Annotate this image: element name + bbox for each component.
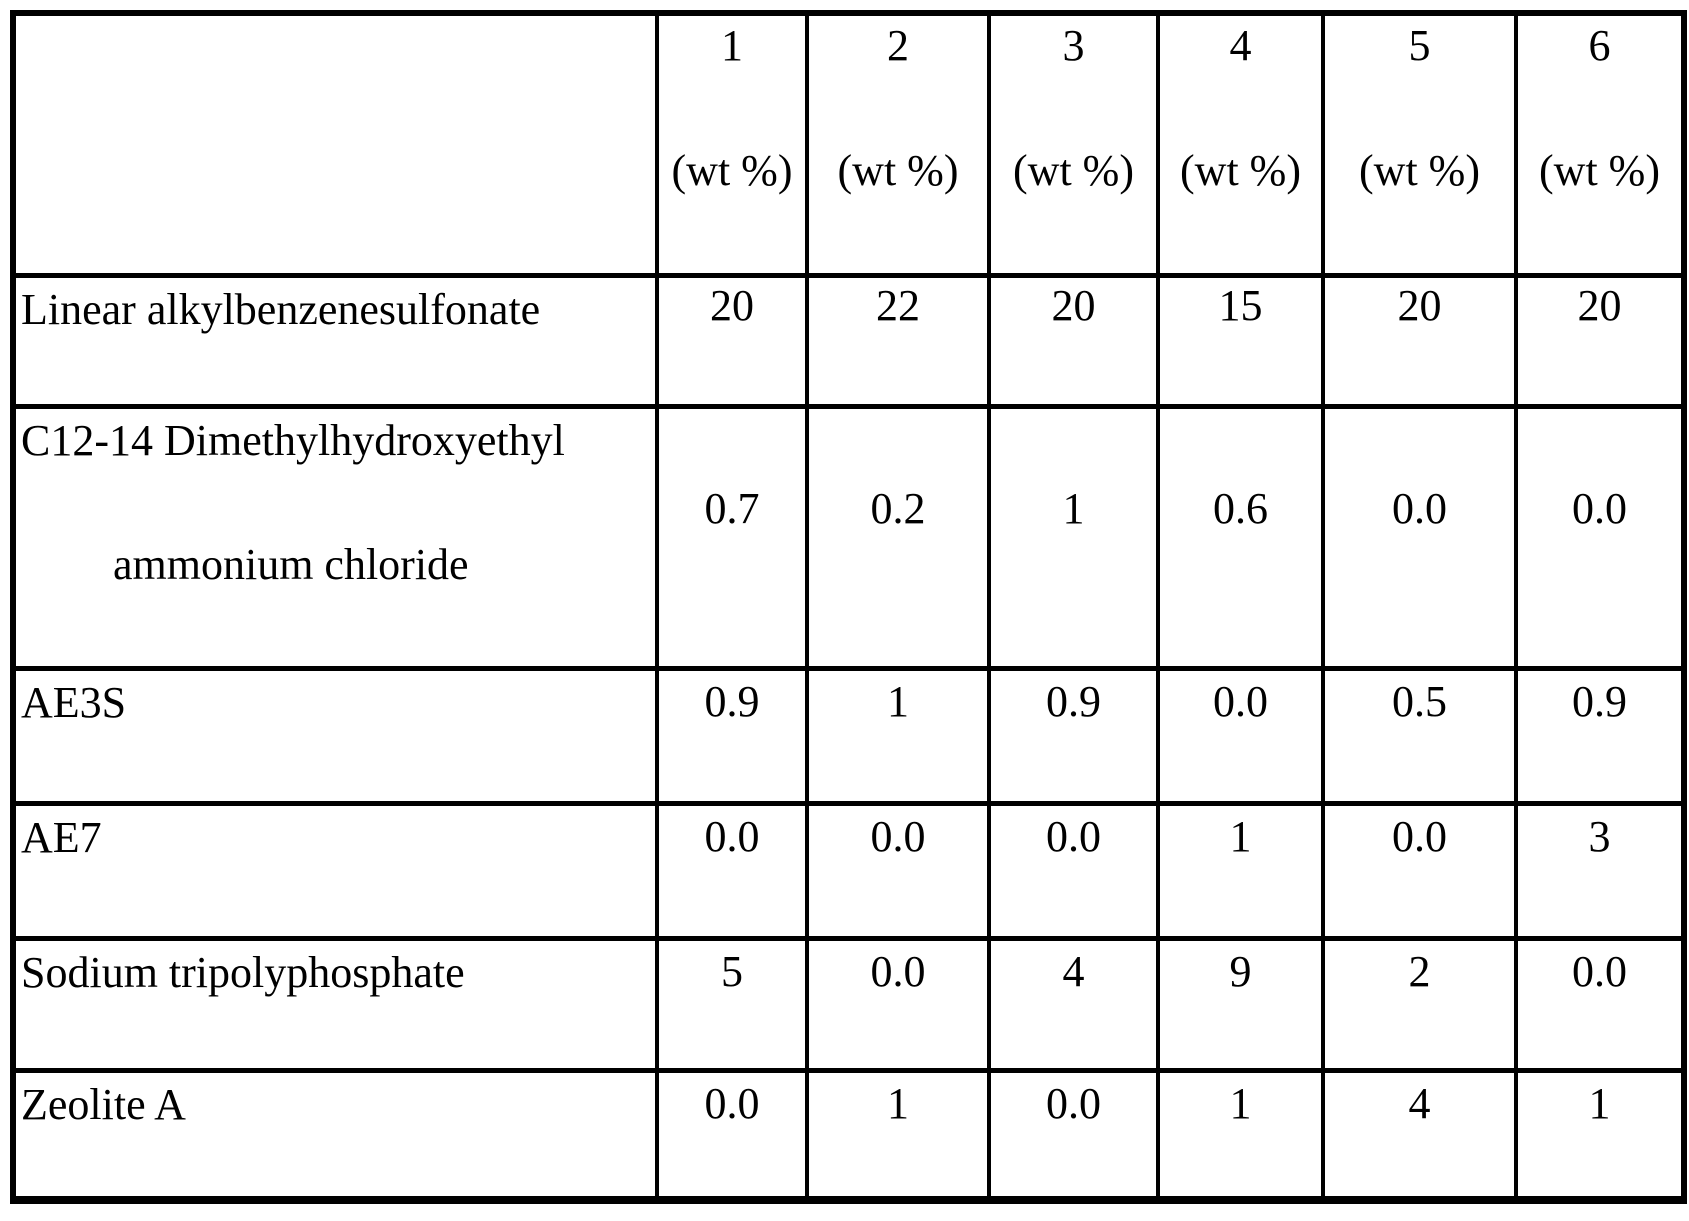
value-cell: 0.0 [1514,935,1686,1073]
value-cell: 0.0 [987,1067,1160,1203]
value-cell: 0.5 [1321,665,1518,806]
row-label-line1: C12-14 Dimethylhydroxyethyl [21,415,565,465]
table-row-ae7: AE7 0.0 0.0 0.0 1 0.0 3 [11,800,1686,941]
table-row-c12-14-dimethylhydroxyethyl-ammonium-chloride: C12-14 Dimethylhydroxyethyl ammonium chl… [11,403,1686,671]
header-col-1: 1 (wt %) [655,10,809,278]
header-col-4: 4 (wt %) [1156,10,1325,278]
column-unit-2: (wt %) [837,146,959,195]
header-col-5: 5 (wt %) [1321,10,1518,278]
column-number-3: 3 [1062,21,1085,70]
value-cell: 5 [655,935,809,1073]
value-cell: 0.0 [987,800,1160,941]
column-unit-4: (wt %) [1180,146,1301,195]
value-cell: 0.9 [987,665,1160,806]
header-col-6: 6 (wt %) [1514,10,1686,278]
row-label: Sodium tripolyphosphate [11,935,659,1073]
column-number-1: 1 [721,21,743,70]
column-number-5: 5 [1408,21,1431,70]
table-row-ae3s: AE3S 0.9 1 0.9 0.0 0.5 0.9 [11,665,1686,806]
value-cell: 1 [987,403,1160,671]
value-cell: 0.9 [1514,665,1686,806]
value-cell: 0.6 [1156,403,1325,671]
row-label: C12-14 Dimethylhydroxyethyl ammonium chl… [11,403,659,671]
value-cell: 20 [655,272,809,409]
value-cell: 15 [1156,272,1325,409]
header-col-2: 2 (wt %) [805,10,991,278]
column-unit-3: (wt %) [1013,146,1134,195]
row-label: AE3S [11,665,659,806]
row-label: AE7 [11,800,659,941]
composition-table: 1 (wt %) 2 (wt %) 3 (wt %) 4 (wt %) 5 (w… [10,10,1687,1204]
table-row-zeolite-a: Zeolite A 0.0 1 0.0 1 4 1 [11,1067,1686,1203]
value-cell: 3 [1514,800,1686,941]
value-cell: 1 [1514,1067,1686,1203]
value-cell: 4 [987,935,1160,1073]
value-cell: 0.0 [1321,403,1518,671]
value-cell: 2 [1321,935,1518,1073]
header-row: 1 (wt %) 2 (wt %) 3 (wt %) 4 (wt %) 5 (w… [11,10,1686,278]
row-label: Zeolite A [11,1067,659,1203]
value-cell: 0.0 [1156,665,1325,806]
row-label-line2: ammonium chloride [113,539,469,589]
value-cell: 0.9 [655,665,809,806]
value-cell: 0.0 [655,1067,809,1203]
column-number-6: 6 [1588,21,1611,70]
value-cell: 20 [987,272,1160,409]
header-col-3: 3 (wt %) [987,10,1160,278]
value-cell: 20 [1321,272,1518,409]
value-cell: 1 [805,665,991,806]
value-cell: 9 [1156,935,1325,1073]
value-cell: 1 [1156,800,1325,941]
column-number-2: 2 [887,21,909,70]
value-cell: 1 [1156,1067,1325,1203]
value-cell: 4 [1321,1067,1518,1203]
table-row-sodium-tripolyphosphate: Sodium tripolyphosphate 5 0.0 4 9 2 0.0 [11,935,1686,1073]
column-unit-1: (wt %) [671,146,793,195]
value-cell: 0.0 [805,800,991,941]
header-corner-cell [11,10,659,278]
value-cell: 0.0 [1321,800,1518,941]
value-cell: 0.7 [655,403,809,671]
value-cell: 0.0 [1514,403,1686,671]
row-label: Linear alkylbenzenesulfonate [11,272,659,409]
column-number-4: 4 [1229,21,1252,70]
column-unit-6: (wt %) [1539,146,1660,195]
value-cell: 20 [1514,272,1686,409]
value-cell: 22 [805,272,991,409]
value-cell: 1 [805,1067,991,1203]
table-row-linear-alkylbenzenesulfonate: Linear alkylbenzenesulfonate 20 22 20 15… [11,272,1686,409]
column-unit-5: (wt %) [1359,146,1480,195]
value-cell: 0.0 [805,935,991,1073]
value-cell: 0.0 [655,800,809,941]
value-cell: 0.2 [805,403,991,671]
